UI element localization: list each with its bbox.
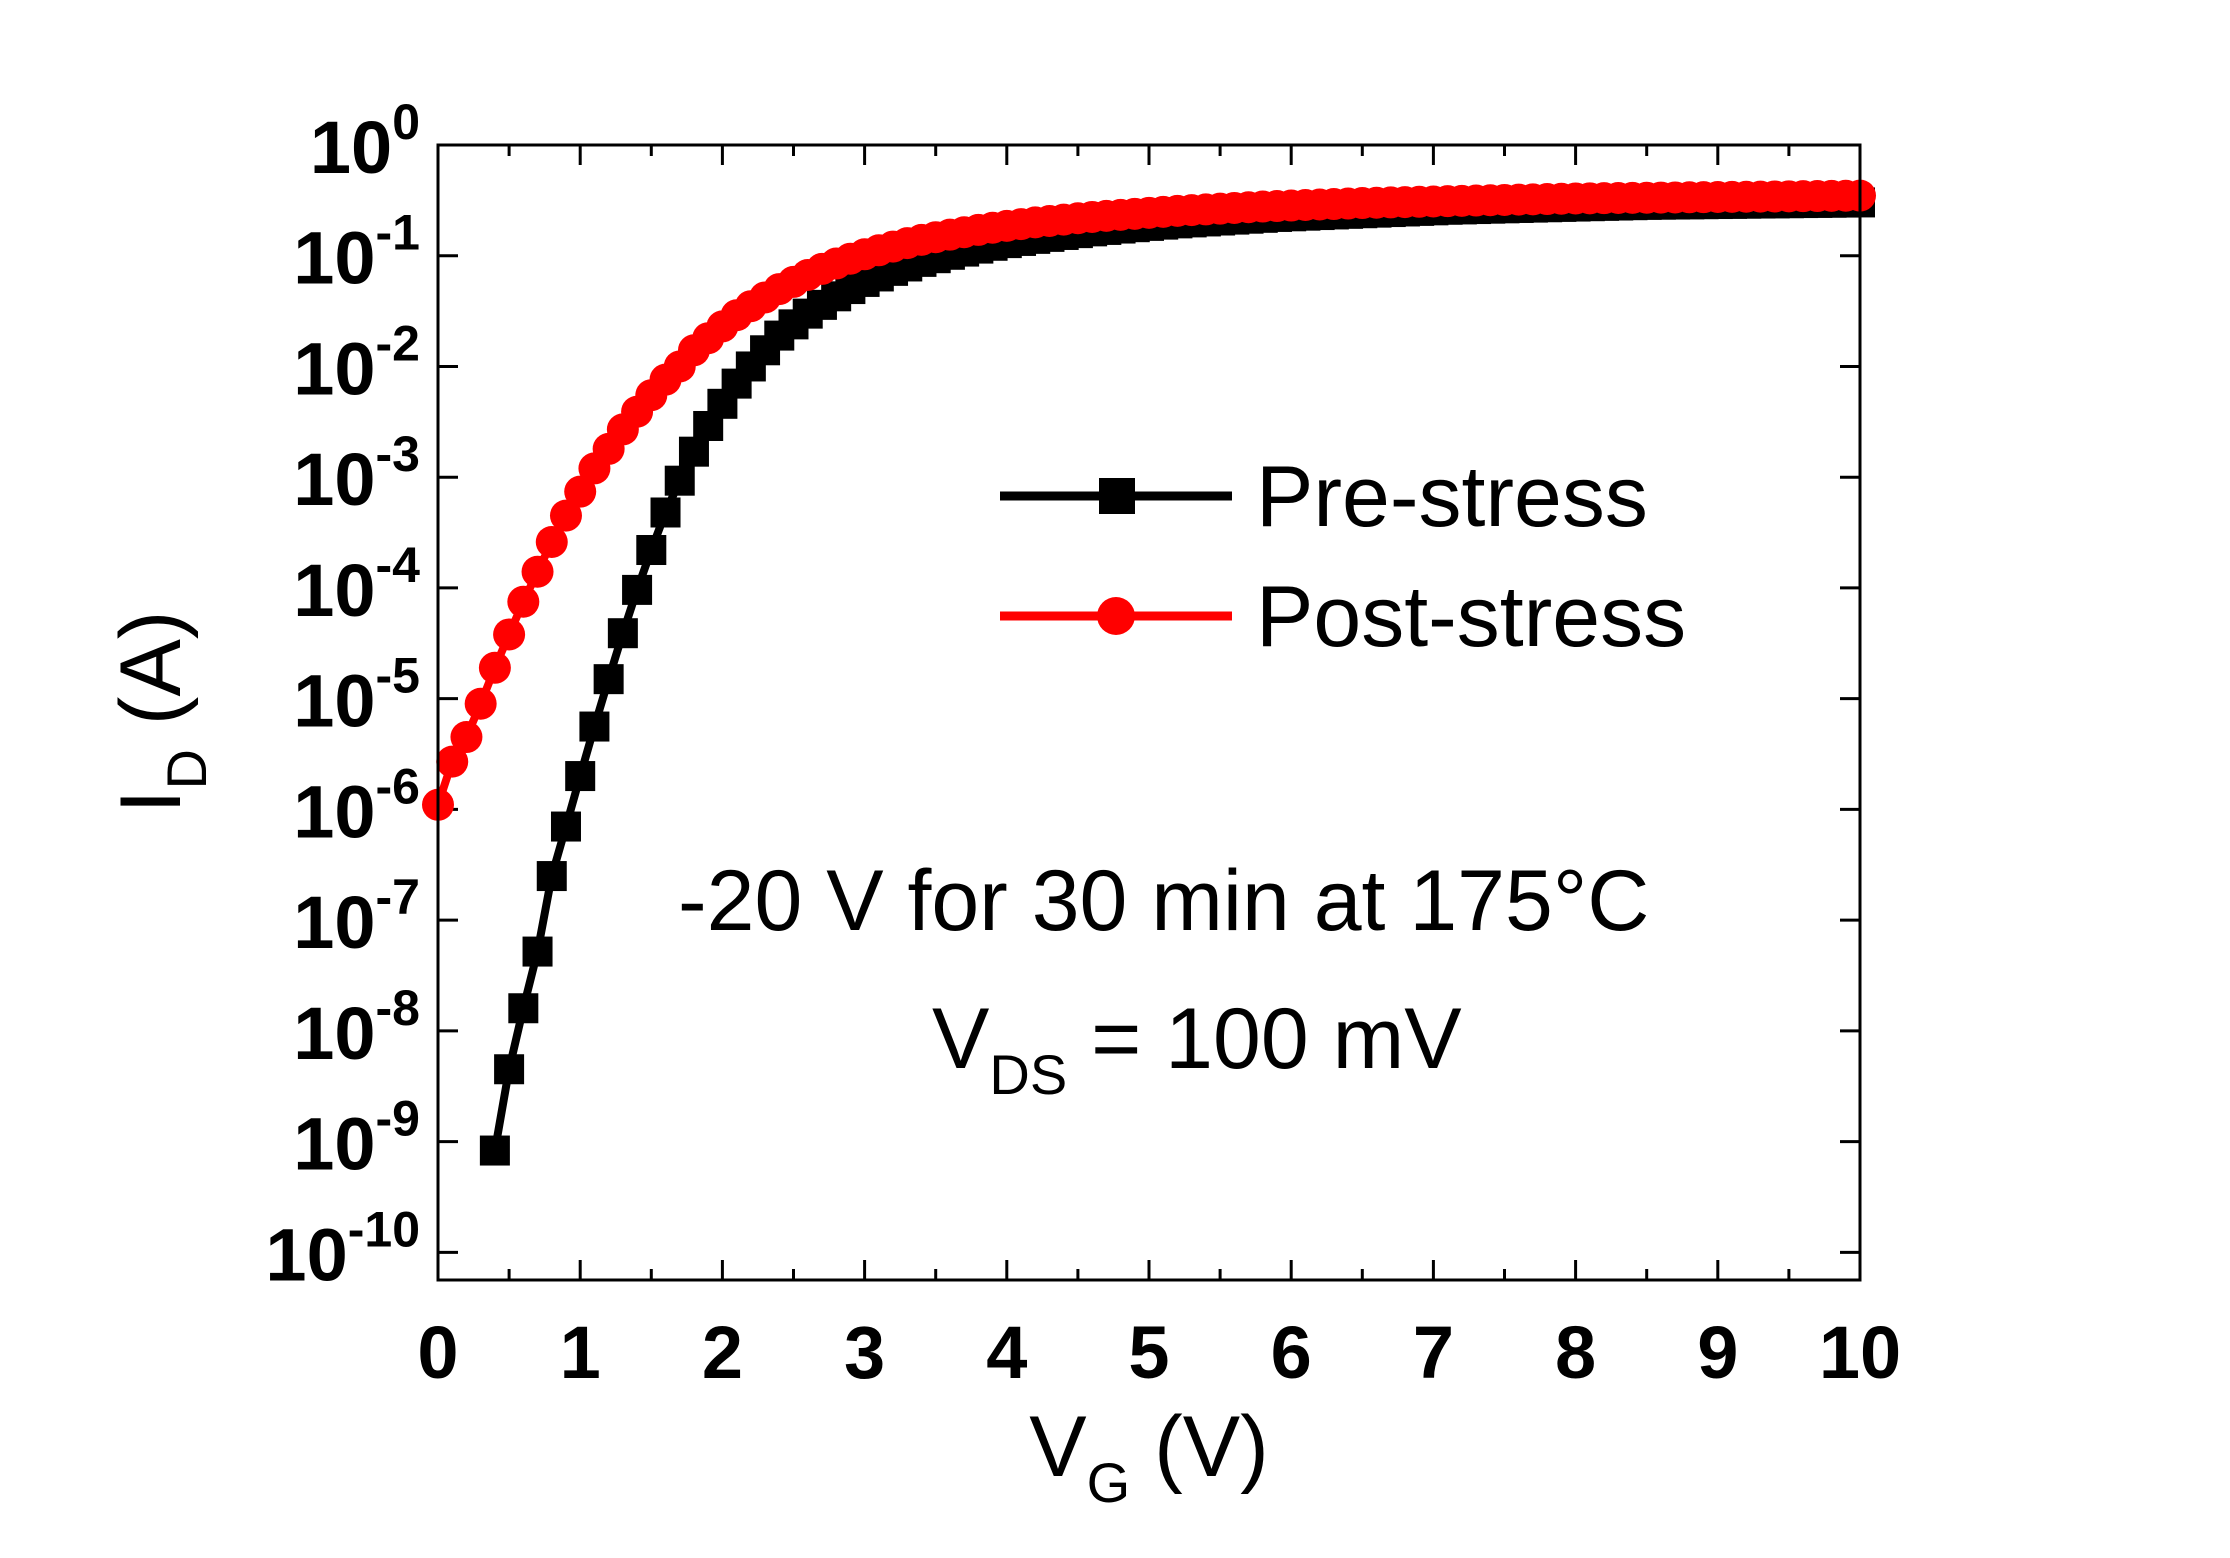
y-tick-label: 10-1: [293, 205, 420, 300]
y-tick-label: 10-10: [265, 1201, 420, 1296]
data-point-square: [550, 811, 581, 842]
y-axis-label: ID (A): [103, 611, 218, 814]
data-point-square: [593, 664, 624, 695]
data-point-square: [607, 618, 638, 649]
x-tick-label: 9: [1697, 1311, 1738, 1394]
data-point-circle: [521, 555, 554, 588]
data-point-square: [636, 535, 667, 566]
x-tick-label: 0: [417, 1311, 458, 1394]
data-point-square: [522, 936, 553, 967]
data-point-square: [536, 861, 567, 892]
x-tick-label: 5: [1128, 1311, 1169, 1394]
legend: Pre-stress Post-stress: [1000, 449, 1686, 665]
legend-label: Pre-stress: [1256, 449, 1648, 545]
data-point-square: [508, 993, 539, 1024]
data-point-square: [650, 497, 681, 528]
annotation-stress-condition: -20 V for 30 min at 175°C: [678, 853, 1649, 949]
data-point-square: [622, 574, 653, 605]
data-point-square: [479, 1135, 510, 1166]
data-point-circle: [549, 499, 582, 532]
x-tick-label: 6: [1271, 1311, 1312, 1394]
y-tick-label: 10-4: [293, 537, 420, 632]
legend-label: Post-stress: [1256, 569, 1686, 665]
data-point-circle: [507, 585, 540, 618]
y-tick-label: 10-9: [293, 1091, 420, 1186]
legend-marker-circle: [1097, 597, 1135, 635]
data-point-square: [565, 761, 596, 792]
data-point-circle: [436, 745, 469, 778]
tick-layer: [436, 143, 1862, 1280]
x-tick-label: 1: [560, 1311, 601, 1394]
series-layer: [422, 179, 1876, 1166]
series-post-stress: [422, 179, 1876, 821]
data-point-square: [678, 436, 709, 467]
x-tick-label: 8: [1555, 1311, 1596, 1394]
annotation-vds: VDS = 100 mV: [932, 991, 1462, 1106]
x-tick-label: 3: [844, 1311, 885, 1394]
data-point-square: [664, 465, 695, 496]
y-tick-label: 10-2: [293, 315, 420, 410]
x-tick-label: 10: [1819, 1311, 1901, 1394]
data-point-circle: [493, 618, 526, 651]
data-point-circle: [450, 721, 483, 754]
y-tick-label: 10-8: [293, 980, 420, 1075]
y-tick-label: 100: [310, 94, 420, 189]
data-point-circle: [564, 475, 597, 508]
y-tick-label: 10-7: [293, 869, 420, 964]
y-tick-label: 10-3: [293, 426, 420, 521]
data-point-circle: [478, 651, 511, 684]
x-axis-label: VG (V): [1029, 1399, 1268, 1514]
label-layer: 0 1 2 3 4 5 6 7 8 9 10 100 10-1 10-2 10-3 10-4 10-5 10-6 1…: [103, 94, 1901, 1514]
y-tick-label: 10-5: [293, 648, 420, 743]
plot-frame: [436, 143, 1862, 1282]
y-tick-label: 10-6: [293, 758, 420, 853]
legend-marker-square: [1099, 478, 1135, 514]
x-tick-label: 4: [986, 1311, 1027, 1394]
x-tick-label: 2: [702, 1311, 743, 1394]
data-point-square: [579, 711, 610, 742]
data-point-circle: [464, 687, 497, 720]
data-point-square: [494, 1054, 525, 1085]
x-tick-label: 7: [1413, 1311, 1454, 1394]
data-point-circle: [535, 525, 568, 558]
